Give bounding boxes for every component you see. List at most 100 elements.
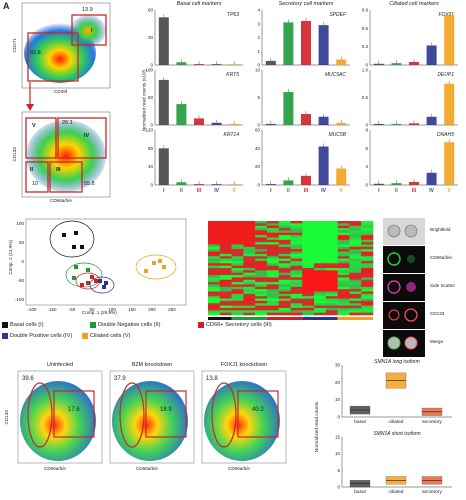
heatmap-cell bbox=[266, 270, 280, 273]
heatmap-cell bbox=[314, 300, 327, 304]
heatmap-cell bbox=[208, 291, 221, 295]
heatmap-cell bbox=[349, 310, 362, 313]
micro-label-side-scatter: Side Scatter bbox=[430, 283, 456, 288]
heatmap-cell bbox=[325, 260, 338, 264]
heatmap-cell bbox=[219, 312, 232, 316]
heatmap-cell bbox=[325, 228, 338, 231]
heatmap-cell bbox=[361, 225, 374, 229]
heatmap-cell bbox=[337, 305, 350, 309]
tick-label: 20 bbox=[255, 164, 261, 169]
bottom-flow-svg: 37.9 18.9 bbox=[109, 370, 195, 464]
heatmap-cell bbox=[219, 291, 232, 295]
heatmap-cell bbox=[278, 244, 291, 248]
heatmap-cell bbox=[325, 242, 338, 245]
heatmap-cell bbox=[266, 253, 280, 257]
heatmap-cell bbox=[290, 242, 303, 245]
bottom-flow-ylabel: CD133 bbox=[3, 410, 9, 425]
bar bbox=[283, 180, 294, 185]
heatmap-cell bbox=[219, 237, 232, 241]
heatmap-cell bbox=[290, 268, 303, 271]
heatmap-cell bbox=[266, 300, 280, 304]
heatmap-cell bbox=[266, 258, 280, 262]
heatmap-cell bbox=[290, 298, 303, 302]
heatmap-cell bbox=[325, 277, 338, 281]
heatmap-cell bbox=[231, 225, 244, 229]
heatmap-cell bbox=[219, 298, 232, 302]
heatmap-cell bbox=[325, 272, 338, 276]
heatmap-cell bbox=[337, 239, 350, 243]
heatmap-cell bbox=[231, 251, 244, 255]
heatmap-cell bbox=[361, 289, 374, 292]
heatmap-cell bbox=[219, 293, 232, 297]
tick-label: 0.9 bbox=[362, 8, 369, 13]
heatmap-cell bbox=[255, 251, 268, 255]
isoform-category: secretory bbox=[422, 489, 442, 495]
heatmap-cell bbox=[337, 312, 350, 316]
tick-label: 0 bbox=[365, 123, 368, 128]
heatmap-cell bbox=[337, 284, 350, 288]
legend-double-positive: Double Positive cells (IV) bbox=[2, 333, 72, 339]
sample-point bbox=[104, 281, 108, 285]
sample-point bbox=[72, 245, 76, 249]
heatmap-cell bbox=[302, 289, 315, 292]
heatmap-cell bbox=[290, 263, 303, 266]
heatmap-cell bbox=[302, 230, 315, 234]
heatmap-cell bbox=[302, 268, 315, 271]
heatmap-cell bbox=[243, 258, 256, 262]
heatmap-cell bbox=[337, 279, 350, 283]
heatmap-cell bbox=[325, 221, 338, 224]
bar bbox=[301, 21, 311, 65]
heatmap-cell bbox=[208, 249, 221, 252]
heatmap-cell bbox=[266, 305, 280, 309]
isoform-tick: 0 bbox=[337, 485, 340, 490]
heatmap-cell bbox=[266, 246, 280, 250]
category-label: III bbox=[197, 188, 202, 194]
heatmap-cell bbox=[290, 223, 303, 226]
heatmap-cell bbox=[231, 291, 244, 295]
panel-letter-a: A bbox=[3, 1, 10, 11]
heatmap-cell bbox=[278, 282, 291, 285]
heatmap-cell bbox=[302, 305, 315, 309]
heatmap-cell bbox=[208, 258, 221, 262]
heatmap-cell bbox=[278, 279, 291, 283]
tick-label: 3 bbox=[365, 164, 368, 169]
heatmap-cell bbox=[243, 284, 256, 288]
heatmap bbox=[208, 221, 374, 322]
heatmap-cell bbox=[314, 225, 327, 229]
heatmap-cell bbox=[278, 298, 291, 302]
heatmap-cell bbox=[314, 277, 327, 281]
heatmap-cell bbox=[231, 293, 244, 297]
heatmap-cell bbox=[231, 300, 244, 304]
heatmap-cell bbox=[349, 230, 362, 234]
heatmap-cell bbox=[302, 293, 315, 297]
bar bbox=[409, 61, 419, 65]
bar bbox=[194, 184, 204, 185]
heatmap-cell bbox=[325, 237, 338, 241]
heatmap-cell bbox=[243, 277, 256, 281]
heatmap-cell bbox=[349, 282, 362, 285]
heatmap-cell bbox=[361, 279, 374, 283]
micro-label-merge: Merge bbox=[430, 339, 444, 344]
heatmap-cell bbox=[208, 225, 221, 229]
heatmap-cell bbox=[219, 284, 232, 288]
heatmap-cell bbox=[231, 249, 244, 252]
heatmap-cell bbox=[266, 263, 280, 266]
heatmap-cell bbox=[302, 303, 315, 306]
bar bbox=[158, 17, 169, 65]
arrow-down-icon bbox=[26, 82, 34, 111]
heatmap-cell bbox=[290, 289, 303, 292]
sample-point bbox=[74, 231, 78, 235]
heatmap-cell bbox=[302, 251, 315, 255]
heatmap-cell bbox=[208, 235, 221, 238]
bar bbox=[265, 184, 276, 185]
heatmap-cell bbox=[349, 270, 362, 273]
heatmap-cell bbox=[243, 300, 256, 304]
isoform-category: secretory bbox=[422, 419, 442, 425]
heatmap-cell bbox=[219, 277, 232, 281]
sample-point bbox=[158, 259, 162, 263]
heatmap-cell bbox=[255, 279, 268, 283]
heatmap-cell bbox=[255, 291, 268, 295]
heatmap-cell bbox=[361, 265, 374, 269]
heatmap-cell bbox=[314, 232, 327, 236]
heatmap-cell bbox=[325, 296, 338, 299]
